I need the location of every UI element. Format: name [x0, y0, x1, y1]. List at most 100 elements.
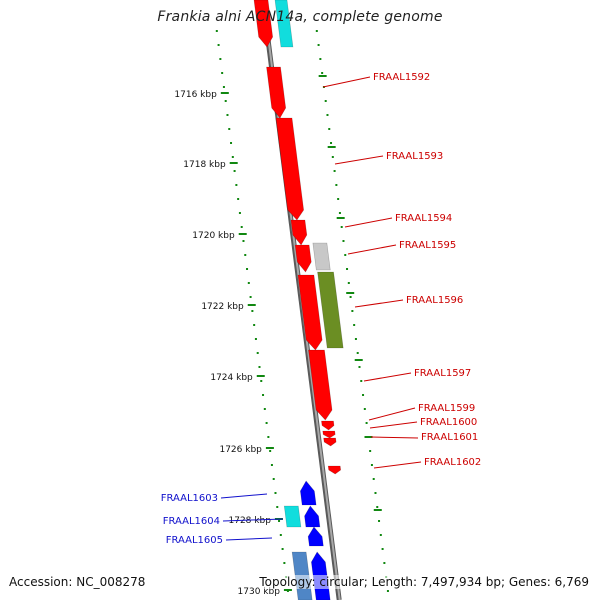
gene-leader-line	[354, 299, 404, 308]
scale-dot	[246, 268, 249, 270]
gene-feature-red	[294, 244, 312, 273]
scale-dot	[333, 170, 336, 172]
scale-dot	[265, 422, 268, 424]
scale-dot	[219, 58, 222, 60]
gene-label: FRAAL1594	[395, 213, 452, 224]
scale-dot	[379, 534, 382, 536]
scale-dot	[274, 492, 277, 494]
scale-dot	[235, 184, 238, 186]
gene-leader-line	[369, 421, 418, 429]
scale-dot	[278, 520, 281, 522]
scale-label: 1716 kbp	[174, 90, 217, 100]
scale-dot	[272, 478, 275, 480]
gene-label: FRAAL1604	[163, 516, 220, 527]
scale-dot	[283, 562, 286, 564]
gene-leader-line	[334, 155, 384, 165]
gene-feature-red	[290, 219, 308, 246]
scale-dot	[335, 184, 338, 186]
genome-summary-text: Topology: circular; Length: 7,497,934 bp…	[259, 575, 589, 589]
gene-label: FRAAL1600	[420, 417, 477, 428]
scale-dot	[281, 548, 284, 550]
scale-dot	[346, 268, 349, 270]
gene-feature-gray	[312, 242, 331, 271]
scale-dot	[349, 296, 352, 298]
gene-feature-red	[323, 437, 337, 447]
scale-label: 1722 kbp	[201, 302, 244, 312]
scale-dot	[365, 422, 368, 424]
scale-dot	[372, 478, 375, 480]
map-title: Frankia alni ACN14a, complete genome	[157, 9, 443, 25]
scale-dot	[249, 296, 252, 298]
scale-dot	[381, 548, 384, 550]
scale-dot	[244, 254, 247, 256]
scale-dot	[363, 408, 366, 410]
scale-dot	[238, 212, 241, 214]
scale-label: 1726 kbp	[219, 445, 262, 455]
gene-feature-red	[253, 0, 274, 48]
scale-label: 1730 kbp	[238, 587, 281, 597]
gene-label: FRAAL1599	[418, 403, 475, 414]
scale-label: 1724 kbp	[210, 373, 253, 383]
scale-dot	[358, 366, 361, 368]
gene-feature-red	[266, 66, 287, 119]
scale-dot	[263, 408, 266, 410]
scale-dot	[260, 380, 263, 382]
scale-dot	[344, 254, 347, 256]
scale-dot	[324, 100, 327, 102]
scale-dot	[217, 44, 220, 46]
scale-dot	[319, 58, 322, 60]
scale-dot	[383, 562, 386, 564]
scale-dot	[258, 366, 261, 368]
gene-feature-cyan	[274, 0, 294, 48]
scale-dot	[386, 590, 389, 592]
gene-label: FRAAL1601	[421, 432, 478, 443]
scale-dot	[262, 394, 265, 396]
scale-dot	[269, 450, 272, 452]
scale-dot	[356, 352, 359, 354]
scale-dot	[242, 240, 245, 242]
scale-dot	[376, 506, 379, 508]
scale-dot	[342, 240, 345, 242]
gene-leader-line	[222, 518, 284, 522]
scale-dot	[321, 72, 324, 74]
scale-dot	[317, 44, 320, 46]
scale-dot	[226, 114, 229, 116]
gene-label: FRAAL1592	[373, 72, 430, 83]
gene-leader-line	[225, 537, 273, 541]
gene-label: FRAAL1597	[414, 368, 471, 379]
scale-dot	[340, 226, 343, 228]
scale-dot	[338, 212, 341, 214]
scale-dot	[374, 492, 377, 494]
gene-feature-red	[322, 430, 336, 439]
scale-dot	[215, 30, 218, 32]
scale-dot	[233, 170, 236, 172]
label-layer: FRAAL1592 FRAAL1593 FRAAL1594 FRAAL1595 FRAA…	[161, 72, 482, 546]
tick-layer: 1716 kbp 1718 kbp 1720 kbp 1722 kbp 1724 kbp…	[174, 30, 389, 597]
scale-dot	[253, 324, 256, 326]
gene-feature-red	[297, 274, 323, 351]
scale-dot	[331, 156, 334, 158]
accession-text: Accession: NC_008278	[9, 575, 146, 589]
gene-label: FRAAL1602	[424, 457, 481, 468]
scale-dot	[337, 198, 340, 200]
scale-dot	[315, 30, 318, 32]
gene-feature-red	[308, 349, 333, 421]
scale-dot	[326, 114, 329, 116]
scale-dot	[240, 226, 243, 228]
gene-leader-line	[363, 372, 412, 382]
gene-leader-line	[347, 244, 397, 255]
gene-feature-cyan	[283, 505, 302, 528]
gene-label: FRAAL1605	[166, 535, 223, 546]
scale-dot	[369, 450, 372, 452]
gene-feature-blue	[307, 526, 324, 547]
gene-label: FRAAL1593	[386, 151, 443, 162]
scale-dot	[353, 324, 356, 326]
gene-feature-blue	[300, 480, 317, 506]
scale-dot	[328, 128, 331, 130]
gene-leader-line	[344, 217, 393, 228]
scale-dot	[276, 506, 279, 508]
scale-label: 1728 kbp	[229, 516, 272, 526]
gene-feature-blue	[304, 505, 321, 528]
